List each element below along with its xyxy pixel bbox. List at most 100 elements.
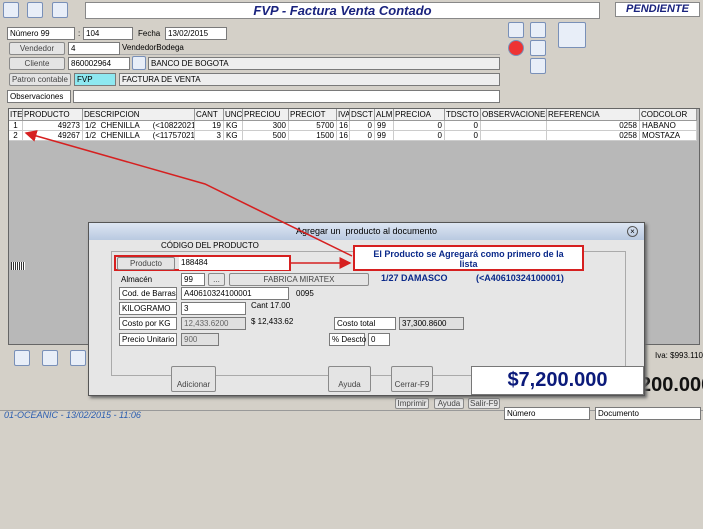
icon-button[interactable] — [530, 58, 546, 74]
table-cell: 16 — [337, 131, 350, 141]
vendedor-code[interactable]: 4 — [68, 42, 120, 55]
separator: : — [78, 29, 81, 38]
print-button[interactable]: Imprimir — [395, 398, 429, 409]
producto-input[interactable]: 188484 — [179, 257, 289, 270]
column-header: DESCRIPCION — [83, 109, 195, 121]
total-behind: 200.000 — [640, 374, 703, 396]
producto-button[interactable]: Producto — [117, 257, 175, 270]
table-cell: 5700 — [289, 121, 337, 131]
table-cell: KG — [224, 121, 243, 131]
numero-footer: Número — [504, 407, 590, 420]
product-code: (<A40610324100001) — [476, 273, 564, 283]
table-cell: 0 — [445, 121, 481, 131]
table-cell: 1/2 CHENILLA (<117570211 — [83, 131, 195, 141]
cliente-code[interactable]: 860002964 — [68, 57, 130, 70]
table-cell: HABANO — [640, 121, 697, 131]
icon-button[interactable] — [3, 2, 19, 18]
vendedor-button[interactable]: Vendedor — [9, 42, 65, 55]
search-button[interactable] — [558, 22, 586, 48]
column-header: UNC — [224, 109, 243, 121]
close-dialog-button[interactable]: Cerrar-F9 — [391, 366, 433, 392]
cliente-name: BANCO DE BOGOTA — [148, 57, 500, 70]
barras-extra: 0095 — [296, 289, 314, 298]
patron-button[interactable]: Patron contable — [9, 73, 71, 86]
help-button[interactable]: Ayuda — [434, 398, 464, 409]
table-cell — [481, 131, 547, 141]
numero-field: Número 99 — [7, 27, 75, 40]
icon-button[interactable] — [508, 22, 524, 38]
exit-button[interactable]: Salir-F9 — [468, 398, 500, 409]
table-cell: 0 — [394, 131, 445, 141]
costo-input: 12,433.6200 — [181, 317, 246, 330]
app-window: FVP - Factura Venta Contado PENDIENTE Nú… — [0, 0, 703, 421]
table-cell: 99 — [375, 121, 394, 131]
column-header: PRECIOA — [394, 109, 445, 121]
label: Almacén — [121, 275, 153, 284]
icon-button[interactable] — [42, 350, 58, 366]
icon-button[interactable] — [530, 40, 546, 56]
table-cell: 0 — [394, 121, 445, 131]
table-cell: 0 — [350, 131, 375, 141]
table-cell: 0258 — [547, 121, 640, 131]
delete-button[interactable] — [508, 40, 524, 56]
descto-input[interactable]: 0 — [368, 333, 390, 346]
window-title: FVP - Factura Venta Contado — [85, 2, 600, 19]
table-cell: 0 — [350, 121, 375, 131]
table-cell: 1 — [9, 121, 23, 131]
cantidad-input[interactable]: 3 — [181, 302, 246, 315]
fecha-input[interactable]: 13/02/2015 — [165, 27, 227, 40]
dialog: Agregar un producto al documento × CÓDIG… — [88, 222, 645, 396]
numero-input[interactable]: 104 — [83, 27, 133, 40]
icon-button[interactable] — [530, 22, 546, 38]
icon-button[interactable] — [27, 2, 43, 18]
label: Costo por KG — [119, 317, 177, 330]
almacen-name[interactable]: FABRICA MIRATEX — [229, 273, 369, 286]
barcode-icon — [11, 262, 25, 270]
total-display: $7,200.000 — [471, 366, 644, 395]
table-cell: 300 — [243, 121, 289, 131]
column-header: IVA — [337, 109, 350, 121]
costo-fmt: $ 12,433.62 — [251, 317, 294, 326]
column-header: ITE — [9, 109, 23, 121]
iva-label: Iva: $993.110 — [655, 351, 703, 360]
observaciones-label: Observaciones — [7, 90, 71, 103]
add-button[interactable]: Adicionar — [171, 366, 216, 392]
table-cell: 49273 — [23, 121, 83, 131]
status-text: 01-OCEANIC - 13/02/2015 - 11:06 — [4, 410, 141, 420]
icon-button[interactable] — [14, 350, 30, 366]
costo-total: 37,300.8600 — [399, 317, 464, 330]
product-name: 1/27 DAMASCO — [381, 273, 448, 283]
callout: El Producto se Agregará como primero de … — [353, 245, 584, 271]
barras-input[interactable]: A40610324100001 — [181, 287, 289, 300]
patron-name: FACTURA DE VENTA — [119, 73, 500, 86]
label: Costo total — [334, 317, 396, 330]
table-cell: MOSTAZA — [640, 131, 697, 141]
search-button[interactable] — [132, 56, 146, 70]
table-cell: 0 — [445, 131, 481, 141]
table-cell: 16 — [337, 121, 350, 131]
close-button[interactable]: × — [627, 226, 638, 237]
column-header: REFERENCIA — [547, 109, 640, 121]
patron-code[interactable]: FVP — [74, 73, 116, 86]
almacen-input[interactable]: 99 — [181, 273, 205, 286]
column-header: CODCOLOR — [640, 109, 697, 121]
table-cell: 1500 — [289, 131, 337, 141]
documento-footer: Documento — [595, 407, 701, 420]
help-button[interactable]: Ayuda — [328, 366, 371, 392]
icon-button[interactable] — [52, 2, 68, 18]
status-bar — [0, 410, 703, 421]
column-header: TDSCTO — [445, 109, 481, 121]
cliente-button[interactable]: Cliente — [9, 57, 65, 70]
icon-button[interactable] — [70, 350, 86, 366]
table-cell — [481, 121, 547, 131]
column-header: OBSERVACIONES — [481, 109, 547, 121]
column-header: ALM — [375, 109, 394, 121]
column-header: DSCT — [350, 109, 375, 121]
status-label: PENDIENTE — [615, 2, 700, 17]
column-header: PRECIOU — [243, 109, 289, 121]
almacen-browse[interactable]: ... — [208, 273, 225, 286]
table-cell: 2 — [9, 131, 23, 141]
observaciones-input[interactable] — [73, 90, 500, 103]
table-cell: 19 — [195, 121, 224, 131]
table-cell: 500 — [243, 131, 289, 141]
